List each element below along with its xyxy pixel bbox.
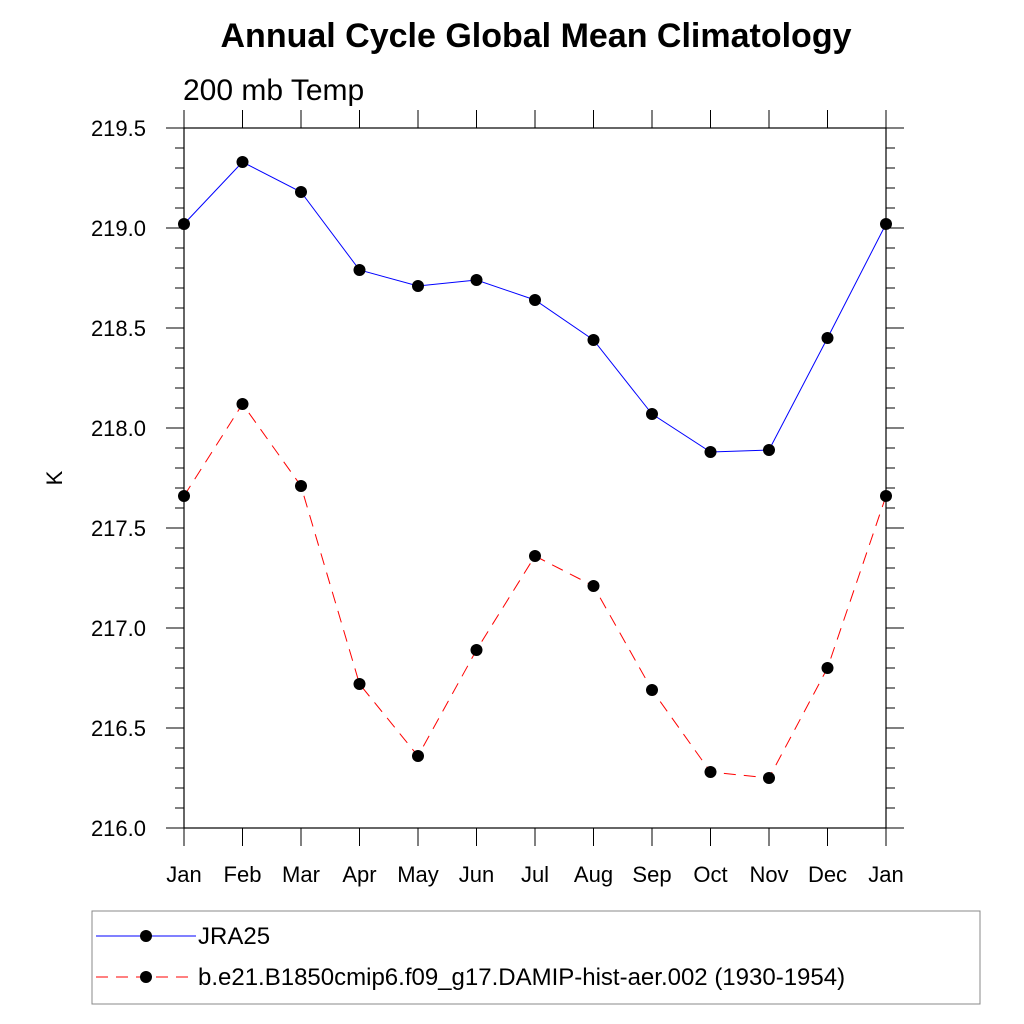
x-tick-label: Sep (632, 862, 671, 887)
data-point (880, 490, 892, 502)
x-tick-label: Mar (282, 862, 320, 887)
legend-marker-model (140, 971, 152, 983)
data-point (236, 156, 249, 168)
y-tick-label: 217.0 (91, 616, 146, 641)
y-tick-label: 218.0 (91, 416, 146, 441)
data-point (295, 186, 307, 198)
x-tick-labels: Jan Feb Mar Apr May Jun Jul Aug Sep Oct Nov Dec Jan (166, 862, 903, 887)
y-tick-label: 218.5 (91, 316, 146, 341)
data-point (529, 294, 541, 306)
x-tick-label: Aug (574, 862, 613, 887)
y-tick-label: 216.5 (91, 716, 146, 741)
plot-frame (183, 127, 887, 829)
y-tick-label: 219.0 (91, 216, 146, 241)
series-layer (178, 156, 892, 784)
series-0 (178, 156, 892, 458)
axis-ticks (166, 110, 904, 846)
legend-label-model: b.e21.B1850cmip6.f09_g17.DAMIP-hist-aer.… (198, 964, 845, 991)
y-axis-label: K (42, 470, 67, 485)
legend-marker-jra25 (140, 930, 152, 942)
data-point (470, 644, 483, 656)
x-tick-label: May (397, 862, 439, 887)
data-point (763, 772, 775, 784)
y-tick-label: 216.0 (91, 816, 146, 841)
x-tick-label: Jan (166, 862, 201, 887)
data-point (646, 684, 658, 696)
data-point (353, 264, 366, 276)
data-point (821, 662, 834, 674)
data-point (587, 580, 600, 592)
data-point (821, 332, 834, 344)
x-tick-label: Jul (521, 862, 549, 887)
data-point (178, 218, 190, 230)
x-tick-label: Dec (808, 862, 847, 887)
data-point (587, 334, 600, 346)
chart-title: Annual Cycle Global Mean Climatology (221, 17, 852, 55)
data-point (412, 280, 424, 292)
data-point (880, 218, 892, 230)
data-point (236, 398, 249, 410)
x-tick-label: Feb (224, 862, 262, 887)
x-tick-label: Jun (459, 862, 494, 887)
data-point (704, 446, 717, 458)
x-tick-label: Oct (693, 862, 727, 887)
legend-label-jra25: JRA25 (198, 923, 270, 950)
y-tick-label: 219.5 (91, 116, 146, 141)
series-line-0 (183, 161, 887, 453)
data-point (529, 550, 541, 562)
x-tick-label: Apr (342, 862, 376, 887)
data-point (470, 274, 483, 286)
data-point (646, 408, 658, 420)
x-tick-label: Nov (749, 862, 788, 887)
chart-subtitle: 200 mb Temp (183, 74, 364, 107)
x-tick-label: Jan (868, 862, 903, 887)
legend-box (91, 910, 981, 1005)
data-point (178, 490, 190, 502)
data-point (704, 766, 717, 778)
plot-border (183, 127, 887, 829)
y-tick-labels: 216.0 216.5 217.0 217.5 218.0 218.5 219.0 219.5 (91, 116, 146, 841)
data-point (295, 480, 307, 492)
series-line-1 (183, 403, 887, 779)
data-point (763, 444, 775, 456)
legend: JRA25 b.e21.B1850cmip6.f09_g17.DAMIP-his… (91, 910, 981, 1005)
y-tick-label: 217.5 (91, 516, 146, 541)
data-point (412, 750, 424, 762)
series-1 (178, 398, 892, 784)
data-point (353, 678, 366, 690)
